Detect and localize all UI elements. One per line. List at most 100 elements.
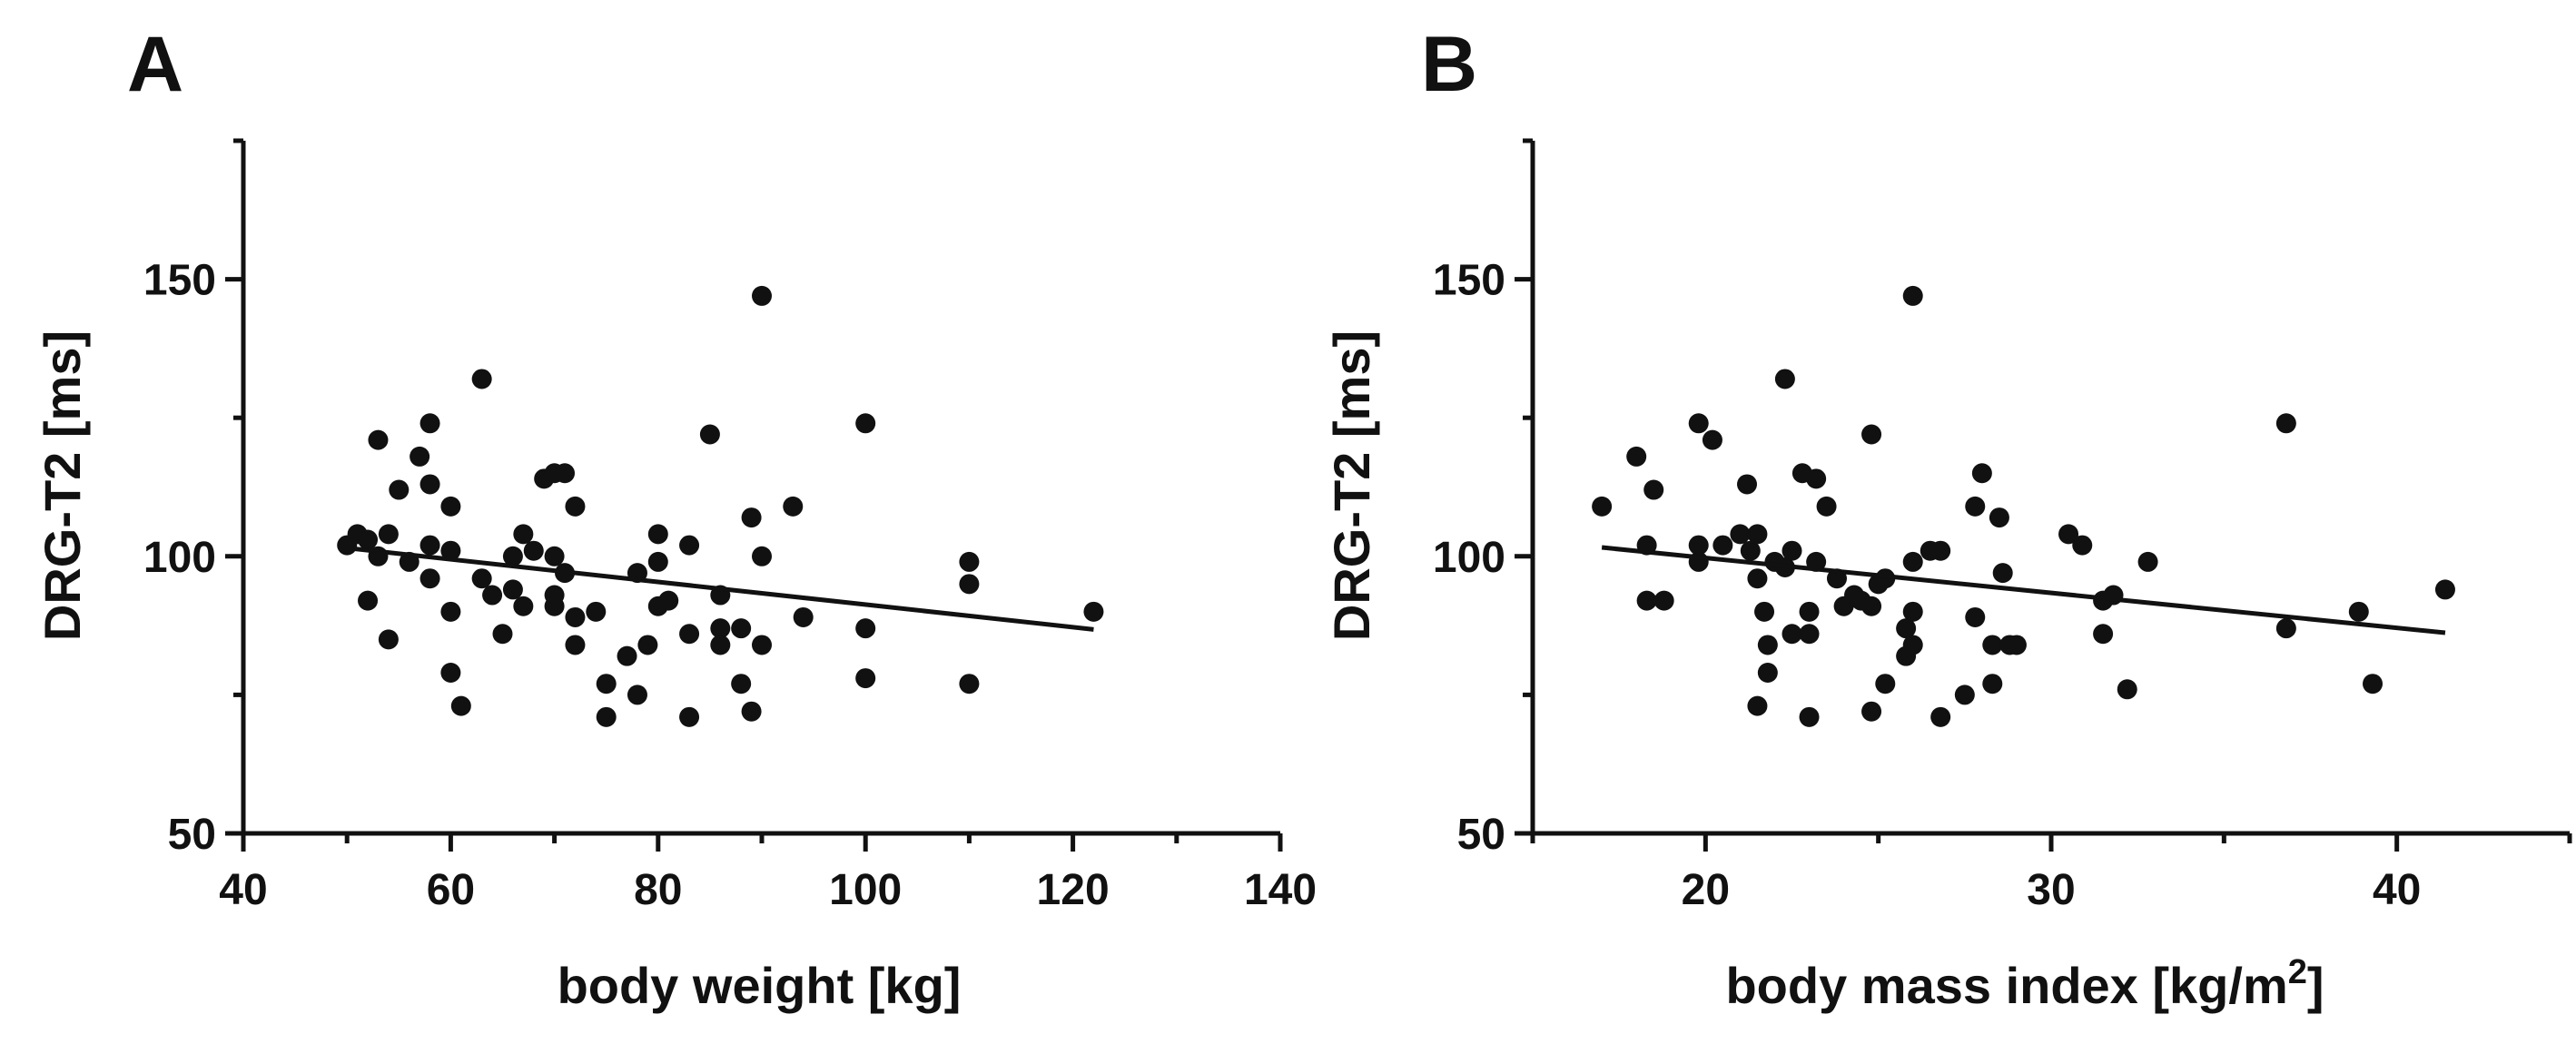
data-point-b-7 — [1688, 535, 1709, 556]
data-point-a-26 — [513, 524, 534, 545]
y-tick-label-a-100: 100 — [143, 534, 216, 582]
data-point-b-55 — [1982, 674, 2003, 694]
data-point-a-10 — [410, 446, 430, 467]
data-point-b-64 — [2093, 624, 2114, 645]
data-point-a-33 — [544, 596, 565, 616]
data-point-b-11 — [1730, 524, 1751, 545]
data-point-a-39 — [586, 601, 607, 622]
data-point-a-14 — [419, 568, 440, 589]
data-point-b-15 — [1747, 568, 1768, 589]
data-point-a-67 — [855, 618, 876, 639]
data-point-a-31 — [544, 546, 565, 566]
x-tick-label-b-40: 40 — [2373, 866, 2421, 914]
y-tick-label-a-150: 150 — [143, 257, 216, 305]
data-point-b-23 — [1781, 540, 1802, 561]
data-point-b-31 — [1816, 496, 1837, 517]
panel-label-b: B — [1421, 21, 1477, 108]
data-point-b-10 — [1712, 535, 1733, 556]
data-point-a-6 — [378, 524, 399, 545]
data-point-a-69 — [959, 551, 980, 572]
panel-label-a: A — [127, 21, 183, 108]
data-point-b-42 — [1896, 618, 1917, 639]
x-axis-title-b-end: ] — [2307, 957, 2324, 1014]
data-point-b-17 — [1754, 601, 1775, 622]
data-point-a-16 — [440, 540, 461, 561]
data-point-a-34 — [555, 463, 576, 484]
data-point-b-0 — [1592, 496, 1613, 517]
data-point-b-28 — [1799, 706, 1820, 727]
data-point-a-7 — [378, 629, 399, 650]
data-point-a-62 — [752, 546, 772, 566]
data-point-a-44 — [627, 685, 647, 705]
data-point-a-64 — [783, 496, 804, 517]
data-point-a-20 — [471, 369, 492, 389]
data-point-b-70 — [2348, 601, 2369, 622]
data-point-a-61 — [752, 285, 772, 306]
data-point-a-49 — [658, 590, 679, 611]
panel-a: A DRG-T2 [ms] body weight [kg] 50 100 150 4… — [34, 21, 1317, 1014]
data-point-b-36 — [1861, 424, 1882, 445]
data-point-a-3 — [358, 590, 379, 611]
data-point-a-13 — [419, 535, 440, 556]
data-point-a-23 — [492, 624, 513, 645]
data-point-b-52 — [1965, 496, 1986, 517]
data-point-a-65 — [793, 606, 814, 627]
data-point-b-51 — [1954, 685, 1975, 705]
data-point-b-49 — [1930, 540, 1951, 561]
data-point-a-50 — [679, 535, 700, 556]
data-point-a-36 — [565, 496, 586, 517]
data-point-a-38 — [565, 635, 586, 655]
data-point-b-38 — [1861, 701, 1882, 722]
data-point-b-67 — [2137, 551, 2158, 572]
x-tick-label-a-120: 120 — [1037, 866, 1110, 914]
data-point-a-24 — [502, 579, 523, 600]
data-point-a-17 — [440, 601, 461, 622]
data-point-b-1 — [1626, 446, 1647, 467]
x-axis-title-a: body weight [kg] — [558, 957, 962, 1014]
data-point-b-19 — [1757, 635, 1778, 655]
x-tick-label-a-140: 140 — [1244, 866, 1317, 914]
data-point-b-66 — [2117, 679, 2137, 700]
data-point-a-21 — [471, 568, 492, 589]
data-point-a-56 — [710, 635, 731, 655]
data-point-a-66 — [855, 413, 876, 434]
data-point-b-13 — [1740, 540, 1761, 561]
data-point-b-61 — [2058, 524, 2079, 545]
data-point-a-12 — [419, 474, 440, 495]
data-point-b-56 — [1982, 635, 2003, 655]
data-point-a-52 — [679, 706, 700, 727]
data-point-a-58 — [731, 674, 752, 694]
x-tick-label-b-20: 20 — [1682, 866, 1730, 914]
data-point-a-55 — [710, 618, 731, 639]
data-point-b-29 — [1806, 468, 1827, 489]
x-axis-title-b-superscript: 2 — [2288, 953, 2307, 991]
x-axis-title-b: body mass index [kg/m2] — [1725, 953, 2324, 1014]
data-point-b-16 — [1747, 695, 1768, 716]
data-point-a-59 — [741, 507, 762, 528]
data-point-b-12 — [1737, 474, 1758, 495]
data-point-a-42 — [617, 645, 637, 666]
data-point-a-19 — [450, 695, 471, 716]
data-point-b-57 — [1989, 507, 2009, 528]
data-point-b-24 — [1781, 624, 1802, 645]
data-point-b-60 — [2006, 635, 2027, 655]
data-point-a-4 — [368, 429, 389, 450]
y-tick-label-a-50: 50 — [168, 811, 216, 859]
data-point-b-45 — [1902, 551, 1923, 572]
x-tick-label-a-80: 80 — [634, 866, 682, 914]
data-point-b-26 — [1799, 601, 1820, 622]
data-point-b-58 — [1992, 563, 2013, 584]
x-tick-label-a-60: 60 — [427, 866, 475, 914]
data-point-a-8 — [389, 479, 410, 500]
data-point-b-9 — [1702, 429, 1722, 450]
data-point-a-41 — [596, 706, 617, 727]
y-axis-title-a: DRG-T2 [ms] — [34, 330, 91, 641]
data-point-b-40 — [1875, 674, 1896, 694]
data-point-b-50 — [1930, 706, 1951, 727]
data-point-b-71 — [2363, 674, 2384, 694]
data-point-a-40 — [596, 674, 617, 694]
data-point-b-6 — [1688, 413, 1709, 434]
data-point-b-37 — [1861, 596, 1882, 616]
data-point-b-54 — [1971, 463, 1992, 484]
